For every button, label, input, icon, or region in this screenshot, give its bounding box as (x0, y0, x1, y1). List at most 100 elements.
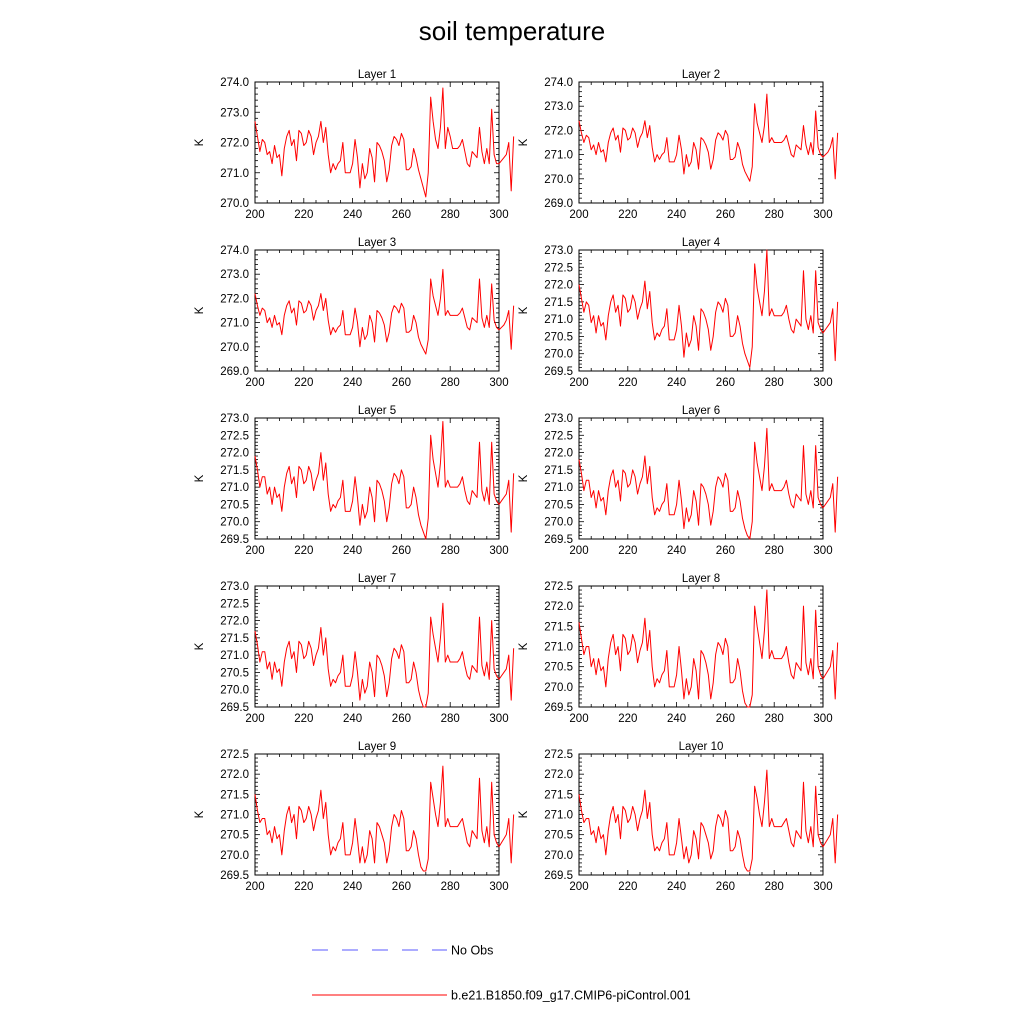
panel-frame (578, 753, 824, 876)
y-tick-label: 270.0 (220, 517, 249, 529)
x-tick-label: 260 (716, 881, 735, 893)
y-axis-label: K (518, 474, 530, 482)
y-tick-label: 270.0 (544, 517, 573, 529)
x-tick-label: 280 (441, 881, 460, 893)
panel-layer-6: Layer 6 K 200 220 240 260 280 300 269.5 270.0 270.… (518, 405, 839, 557)
y-tick-label: 272.5 (220, 598, 249, 610)
x-tick-label: 300 (813, 209, 832, 221)
y-tick-label: 269.5 (220, 702, 249, 714)
legend-no-obs-label: No Obs (451, 944, 493, 958)
series-line-layer-8 (578, 589, 839, 708)
y-tick-label: 271.0 (220, 482, 249, 494)
panel-title: Layer 4 (682, 237, 721, 249)
y-tick-label: 273.0 (544, 101, 573, 113)
legend: No Obs b.e21.B1850.f09_g17.CMIP6-piContr… (312, 944, 691, 1003)
y-tick-label: 272.0 (220, 769, 249, 781)
series-line-layer-5 (254, 420, 515, 540)
x-tick-label: 220 (294, 545, 313, 557)
y-tick-label: 270.0 (220, 342, 249, 354)
y-axis-label: K (518, 642, 530, 650)
x-tick-label: 200 (569, 377, 588, 389)
panel-layer-1: Layer 1 K 200 220 240 260 280 300 270.0 271.0 272.… (194, 69, 515, 221)
x-tick-label: 220 (294, 209, 313, 221)
chart-title: soil temperature (419, 16, 605, 46)
y-tick-label: 271.0 (544, 810, 573, 822)
x-tick-label: 240 (667, 545, 686, 557)
x-tick-label: 280 (765, 545, 784, 557)
panel-title: Layer 1 (358, 69, 396, 81)
panel-title: Layer 3 (358, 237, 396, 249)
y-tick-label: 270.0 (220, 198, 249, 210)
y-axis-label: K (518, 306, 530, 314)
series-line-layer-6 (578, 427, 839, 540)
panel-layer-3: Layer 3 K 200 220 240 260 280 300 269.0 270.0 271.… (194, 237, 515, 389)
panel-layer-7: Layer 7 K 200 220 240 260 280 300 269.5 270.0 270.… (194, 573, 515, 725)
x-tick-label: 280 (765, 377, 784, 389)
x-tick-label: 300 (489, 377, 508, 389)
x-tick-label: 260 (392, 545, 411, 557)
series-line-layer-7 (254, 602, 515, 708)
y-tick-label: 271.0 (220, 318, 249, 330)
x-tick-label: 280 (765, 713, 784, 725)
x-tick-label: 200 (569, 881, 588, 893)
panel-frame (578, 417, 824, 540)
y-tick-label: 270.0 (220, 685, 249, 697)
x-tick-label: 240 (667, 713, 686, 725)
x-tick-label: 220 (618, 377, 637, 389)
y-tick-label: 270.0 (544, 682, 573, 694)
panel-title: Layer 2 (682, 69, 720, 81)
y-tick-label: 271.0 (220, 650, 249, 662)
y-tick-label: 272.0 (220, 293, 249, 305)
y-axis-label: K (518, 138, 530, 146)
y-tick-label: 271.0 (544, 150, 573, 162)
x-tick-label: 260 (392, 881, 411, 893)
panel-title: Layer 5 (358, 405, 396, 417)
x-tick-label: 220 (618, 545, 637, 557)
panel-frame (254, 585, 500, 708)
y-axis-label: K (194, 138, 206, 146)
y-tick-label: 271.0 (544, 314, 573, 326)
y-axis-label: K (194, 474, 206, 482)
y-axis-label: K (518, 810, 530, 818)
y-tick-label: 274.0 (220, 245, 249, 257)
y-tick-label: 270.5 (544, 830, 573, 842)
panel-layer-9: Layer 9 K 200 220 240 260 280 300 269.5 270.0 270.… (194, 741, 515, 893)
x-tick-label: 200 (569, 545, 588, 557)
panel-layer-4: Layer 4 K 200 220 240 260 280 300 269.5 270.0 270.… (518, 237, 839, 389)
panels-group: Layer 1 K 200 220 240 260 280 300 270.0 271.0 272.… (194, 69, 839, 893)
y-tick-label: 274.0 (544, 77, 573, 89)
y-tick-label: 274.0 (220, 77, 249, 89)
y-tick-label: 269.5 (544, 870, 573, 882)
series-line-layer-9 (254, 765, 515, 872)
series-line-layer-2 (578, 93, 839, 182)
y-tick-label: 269.5 (220, 870, 249, 882)
y-tick-label: 271.0 (220, 810, 249, 822)
y-tick-label: 271.5 (220, 633, 249, 645)
panel-title: Layer 6 (682, 405, 720, 417)
y-tick-label: 270.0 (544, 349, 573, 361)
x-tick-label: 260 (392, 377, 411, 389)
x-tick-label: 300 (813, 881, 832, 893)
x-tick-label: 200 (245, 881, 264, 893)
x-tick-label: 300 (813, 377, 832, 389)
series-line-layer-3 (254, 268, 515, 355)
x-tick-label: 240 (343, 713, 362, 725)
panel-layer-10: Layer 10 K 200 220 240 260 280 300 269.5 270.0 270… (518, 741, 839, 893)
x-tick-label: 280 (441, 209, 460, 221)
x-tick-label: 240 (343, 377, 362, 389)
y-axis-label: K (194, 642, 206, 650)
y-tick-label: 273.0 (544, 245, 573, 257)
y-tick-label: 270.0 (544, 174, 573, 186)
y-tick-label: 270.0 (544, 850, 573, 862)
y-tick-label: 272.5 (220, 749, 249, 761)
y-tick-label: 272.0 (544, 601, 573, 613)
x-tick-label: 240 (343, 881, 362, 893)
panel-frame (254, 753, 500, 876)
y-tick-label: 270.0 (220, 850, 249, 862)
y-tick-label: 272.0 (220, 138, 249, 150)
y-tick-label: 270.5 (220, 667, 249, 679)
x-tick-label: 220 (618, 881, 637, 893)
panel-title: Layer 9 (358, 741, 396, 753)
y-tick-label: 273.0 (220, 581, 249, 593)
y-tick-label: 269.5 (544, 366, 573, 378)
